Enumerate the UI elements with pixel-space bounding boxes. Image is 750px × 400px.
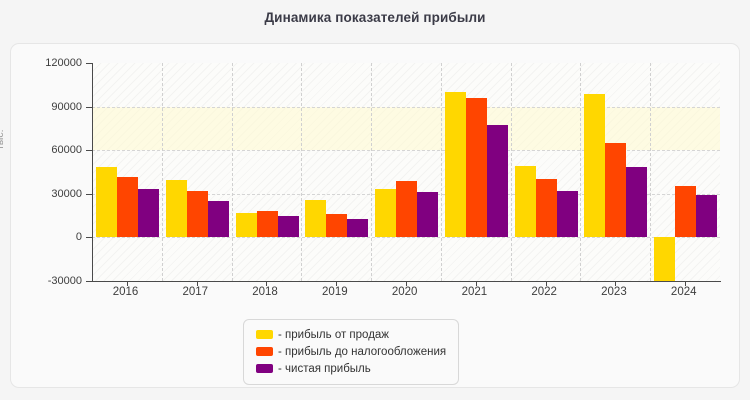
bar-2018-series3[interactable] [277, 215, 299, 238]
gridline-vertical [231, 63, 233, 281]
gridline-horizontal [92, 237, 720, 239]
gridline-vertical [650, 63, 652, 281]
x-axis-tick-label: 2018 [252, 286, 278, 298]
bar-2019-series2[interactable] [326, 214, 348, 238]
bar-2020-series2[interactable] [396, 180, 418, 238]
bar-2022-series3[interactable] [556, 190, 578, 238]
y-axis-tick-label: -30000 [47, 275, 82, 287]
x-axis-tick-label: 2017 [182, 286, 209, 298]
y-axis-tick-label: 120000 [45, 57, 82, 69]
plot-area [92, 63, 720, 283]
legend-item-label: - прибыль до налогообложения [278, 345, 447, 358]
legend-swatch-icon [256, 364, 273, 373]
gridline-vertical [510, 63, 512, 281]
chart-title: Динамика показателей прибыли [264, 10, 486, 25]
y-axis-tick-mark [86, 237, 92, 239]
y-axis-tick-mark [86, 281, 92, 282]
x-axis-tick-label: 2019 [322, 286, 348, 298]
legend-item-1[interactable]: - прибыль от продаж [256, 326, 446, 343]
y-axis-tick-mark [86, 106, 92, 108]
gridline-horizontal [92, 106, 720, 108]
bar-2016-series1[interactable] [96, 166, 117, 238]
y-axis-tick-mark [86, 63, 92, 64]
x-axis-tick-mark [336, 281, 338, 286]
x-axis-tick-label: 2016 [112, 286, 139, 298]
x-axis-tick-label: 2024 [670, 286, 697, 298]
y-axis-tick-mark [86, 150, 92, 152]
x-axis-tick-label: 2020 [391, 286, 418, 298]
bar-2021-series3[interactable] [486, 124, 508, 238]
legend-swatch-icon [256, 330, 273, 339]
x-axis-tick-label: 2022 [531, 286, 557, 298]
bar-2020-series3[interactable] [417, 191, 439, 238]
bar-2022-series1[interactable] [514, 166, 536, 238]
bar-2018-series1[interactable] [235, 213, 257, 238]
x-axis-tick-label: 2021 [461, 286, 488, 298]
gridline-vertical [301, 63, 303, 281]
y-axis-line [92, 63, 93, 281]
bar-2016-series3[interactable] [138, 188, 159, 238]
bar-2020-series1[interactable] [375, 188, 397, 238]
legend-item-label: - прибыль от продаж [278, 328, 389, 341]
bar-2023-series1[interactable] [584, 94, 606, 238]
bar-2021-series2[interactable] [465, 97, 487, 238]
x-axis-tick-mark [475, 281, 477, 286]
y-axis-tick-label: 30000 [51, 187, 82, 200]
x-axis-tick-mark [615, 281, 617, 286]
x-axis-tick-mark [685, 281, 687, 286]
bar-2023-series2[interactable] [605, 142, 627, 238]
gridline-vertical [440, 63, 442, 281]
bar-2022-series2[interactable] [535, 179, 557, 238]
x-axis-tick-mark [126, 281, 128, 286]
bar-2021-series1[interactable] [444, 92, 466, 238]
bar-2024-series1[interactable] [654, 237, 676, 283]
x-axis-tick-mark [545, 281, 547, 286]
legend-item-3[interactable]: - чистая прибыль [256, 360, 446, 377]
x-axis-tick-mark [406, 281, 407, 286]
bar-2017-series2[interactable] [186, 190, 208, 238]
y-axis-tick-label: 90000 [51, 100, 82, 113]
gridline-vertical [580, 63, 582, 281]
gridline-horizontal [92, 150, 720, 152]
legend-item-2[interactable]: - прибыль до налогообложения [256, 343, 446, 360]
y-axis-tick-label: 60000 [51, 144, 82, 157]
bar-2019-series3[interactable] [347, 219, 369, 238]
bar-2018-series2[interactable] [256, 211, 278, 238]
bar-2024-series2[interactable] [675, 185, 697, 238]
y-axis-tick-label: 0 [75, 231, 82, 244]
bar-2017-series3[interactable] [207, 201, 229, 238]
bar-2016-series2[interactable] [117, 177, 138, 238]
y-axis-tick-mark [86, 193, 92, 195]
gridline-vertical [161, 63, 163, 281]
legend-swatch-icon [256, 347, 273, 356]
x-axis-tick-mark [196, 281, 198, 286]
x-axis-tick-label: 2023 [601, 286, 627, 298]
gridline-vertical [371, 63, 373, 281]
bar-2023-series3[interactable] [626, 166, 648, 238]
chart-legend: - прибыль от продаж - прибыль до налогооб… [243, 319, 460, 385]
x-axis-tick-mark [266, 281, 268, 286]
bar-2019-series1[interactable] [305, 200, 327, 238]
y-axis-tick-labels: 120000 90000 60000 30000 0 -30000 [0, 0, 82, 345]
bar-2024-series3[interactable] [696, 195, 718, 238]
legend-item-label: - чистая прибыль [278, 362, 371, 375]
bar-2017-series1[interactable] [165, 179, 187, 238]
